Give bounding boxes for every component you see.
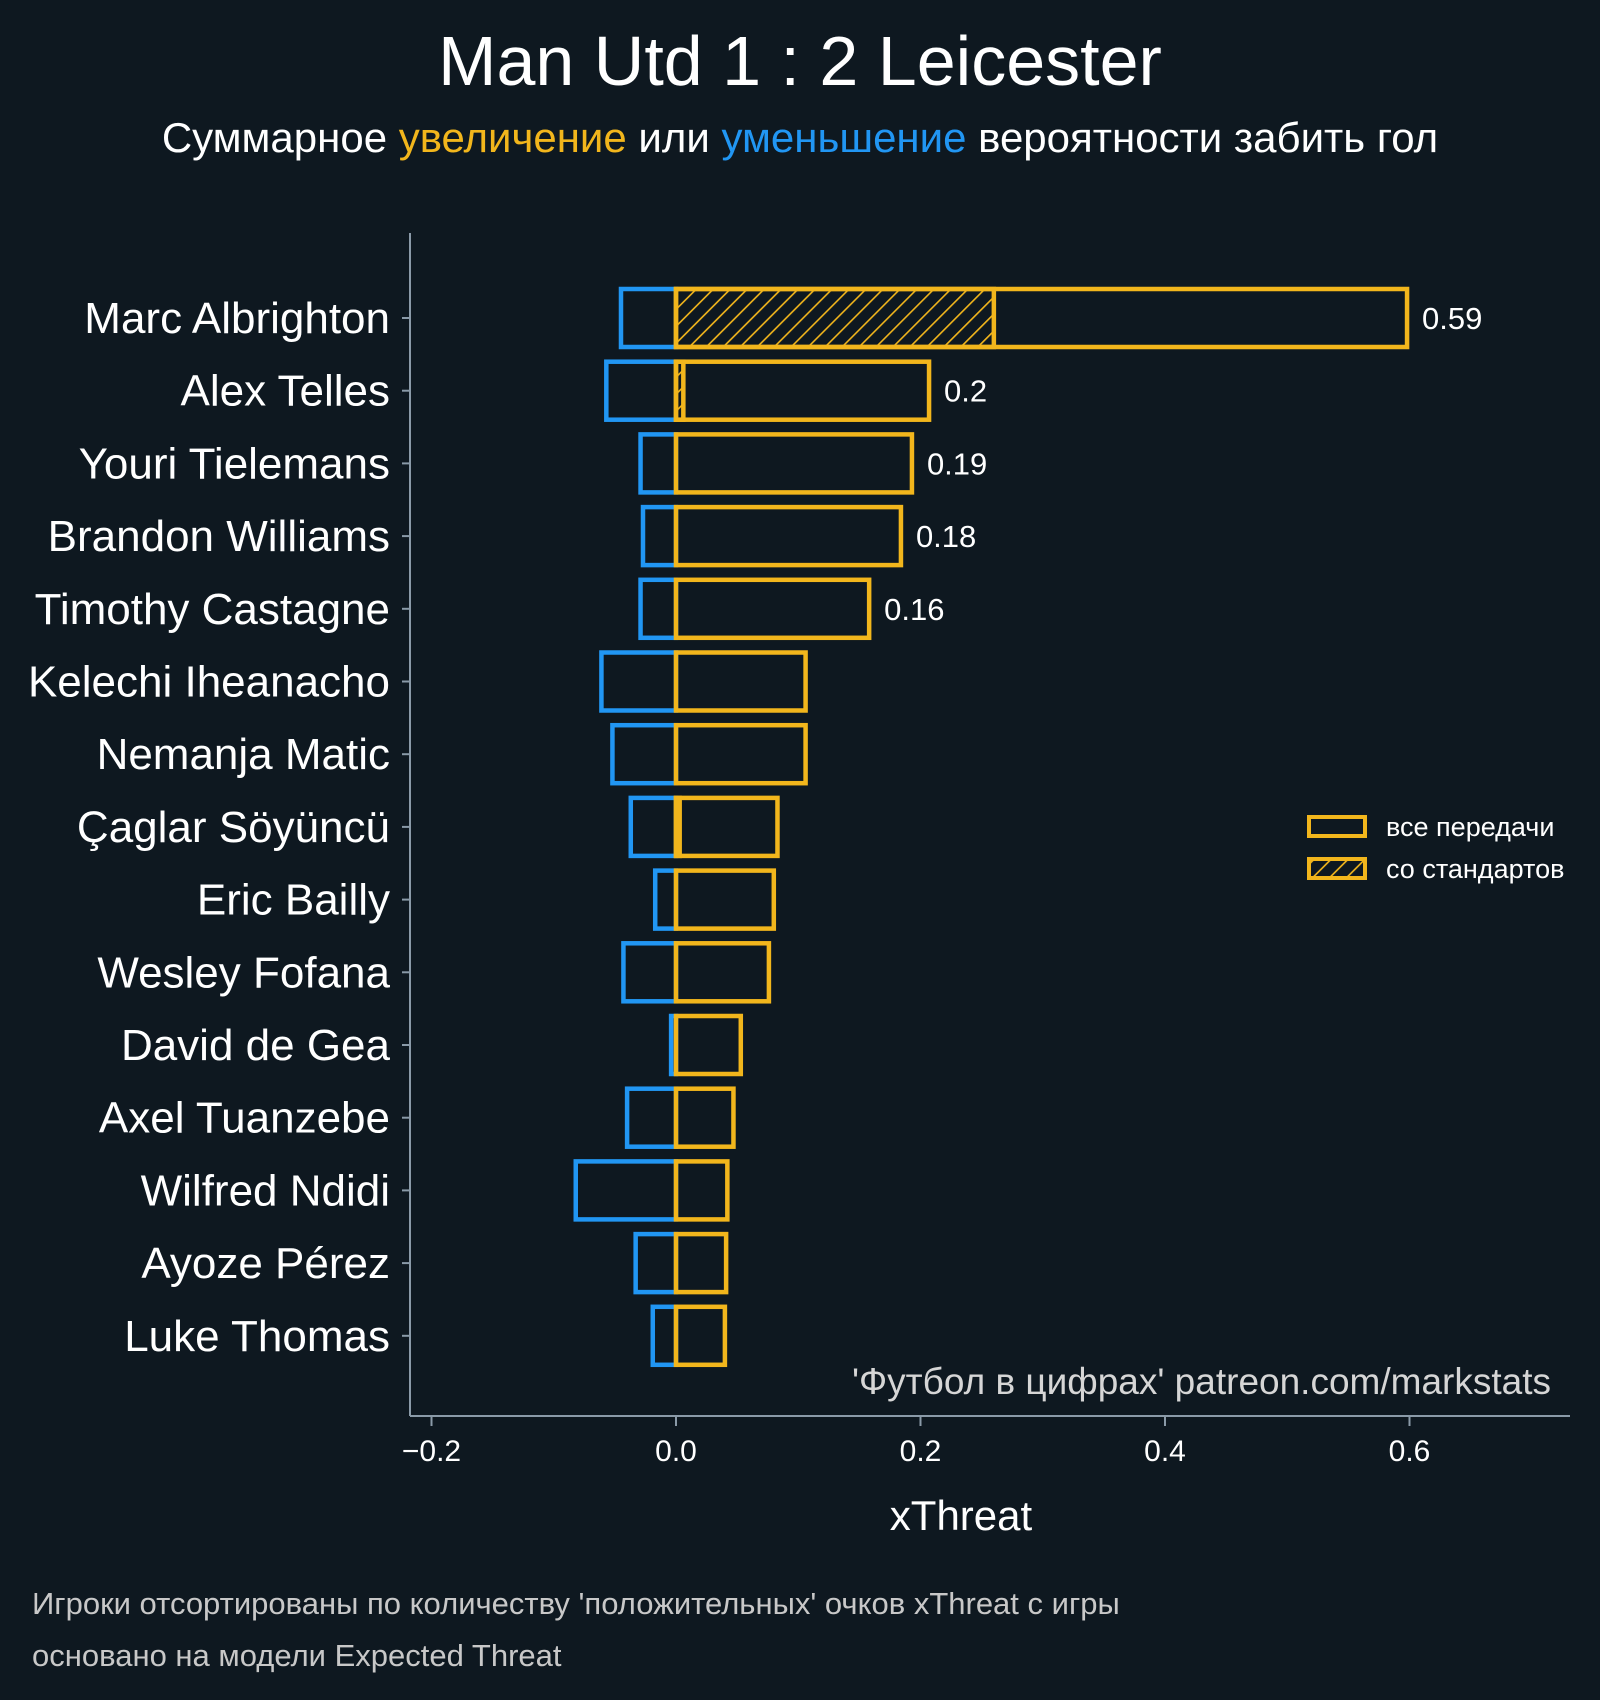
footnote-line-2: основано на модели Expected Threat <box>32 1638 562 1673</box>
set-piece-bar <box>673 286 997 350</box>
bars <box>573 286 1410 1368</box>
player-label: Kelechi Iheanacho <box>28 658 390 707</box>
player-label: Timothy Castagne <box>35 585 390 634</box>
negative-bar <box>604 359 679 422</box>
y-category-labels: Marc Albrighton Alex Telles Youri Tieleman… <box>28 294 410 1361</box>
chart-subtitle: Суммарное увеличение или уменьшение веро… <box>162 114 1438 161</box>
player-label: Nemanja Matic <box>97 730 390 779</box>
negative-bar <box>633 1231 679 1295</box>
positive-bar <box>673 795 780 859</box>
negative-bar <box>650 1304 679 1368</box>
positive-bar <box>673 286 1410 350</box>
x-tick-label: −0.2 <box>402 1435 461 1468</box>
value-labels: 0.59 0.2 0.19 0.18 0.16 <box>884 301 1482 627</box>
value-label: 0.2 <box>944 374 987 409</box>
legend-swatch-set-pieces <box>1307 857 1367 880</box>
negative-bar <box>621 941 679 1004</box>
positive-bar <box>673 1231 729 1295</box>
positive-bar <box>673 650 808 713</box>
positive-bar <box>673 1304 728 1368</box>
negative-bar <box>573 1159 679 1222</box>
negative-bar <box>628 795 679 859</box>
negative-bar <box>640 504 679 568</box>
x-ticks: −0.2 0.0 0.2 0.4 0.6 <box>402 1416 1430 1468</box>
negative-bar <box>610 722 679 786</box>
legend: все передачи со стандартов <box>1307 812 1564 884</box>
x-tick-label: 0.0 <box>655 1435 697 1468</box>
negative-bar <box>638 432 679 495</box>
positive-bar <box>673 577 872 641</box>
subtitle-part-5: вероятности забить гол <box>966 114 1438 161</box>
player-label: Alex Telles <box>180 367 390 416</box>
player-label: David de Gea <box>121 1021 391 1070</box>
negative-bar <box>624 1086 679 1149</box>
player-label: Wilfred Ndidi <box>141 1166 390 1215</box>
negative-bar <box>638 577 679 641</box>
positive-bar <box>673 504 904 568</box>
x-tick-label: 0.6 <box>1389 1435 1431 1468</box>
x-tick-label: 0.2 <box>900 1435 942 1468</box>
positive-bar <box>673 868 777 931</box>
subtitle-decrease-word: уменьшение <box>722 114 967 161</box>
player-label: Youri Tielemans <box>79 439 390 488</box>
positive-bar <box>673 722 808 786</box>
player-label: Brandon Williams <box>48 512 390 561</box>
negative-bar <box>618 286 679 350</box>
x-tick-label: 0.4 <box>1144 1435 1186 1468</box>
legend-label-all-passes: все передачи <box>1386 812 1554 842</box>
positive-bar <box>673 941 772 1004</box>
x-axis-title: xThreat <box>890 1492 1033 1539</box>
value-label: 0.18 <box>916 519 976 554</box>
negative-bar <box>599 650 679 713</box>
negative-bar <box>652 868 679 931</box>
footnote-line-1: Игроки отсортированы по количеству 'поло… <box>32 1586 1120 1621</box>
value-label: 0.59 <box>1422 301 1482 336</box>
positive-bar <box>673 1013 744 1077</box>
player-label: Axel Tuanzebe <box>99 1094 390 1143</box>
positive-bar <box>673 359 932 422</box>
watermark: 'Футбол в цифрах' patreon.com/markstats <box>852 1361 1551 1402</box>
positive-bar <box>673 1086 736 1149</box>
subtitle-increase-word: увеличение <box>399 114 627 161</box>
player-label: Çaglar Söyüncü <box>77 803 390 852</box>
player-label: Eric Bailly <box>197 876 390 925</box>
value-label: 0.19 <box>927 446 987 481</box>
player-label: Ayoze Pérez <box>141 1239 390 1288</box>
subtitle-part-1: Суммарное <box>162 114 399 161</box>
player-label: Marc Albrighton <box>84 294 390 343</box>
player-label: Luke Thomas <box>124 1312 390 1361</box>
legend-label-set-pieces: со стандартов <box>1386 854 1564 884</box>
positive-bar <box>673 1159 730 1222</box>
player-label: Wesley Fofana <box>97 948 390 997</box>
subtitle-part-3: или <box>627 114 722 161</box>
value-label: 0.16 <box>884 592 944 627</box>
chart-title: Man Utd 1 : 2 Leicester <box>438 22 1162 100</box>
legend-swatch-all-passes <box>1307 815 1367 838</box>
positive-bar <box>673 432 915 495</box>
